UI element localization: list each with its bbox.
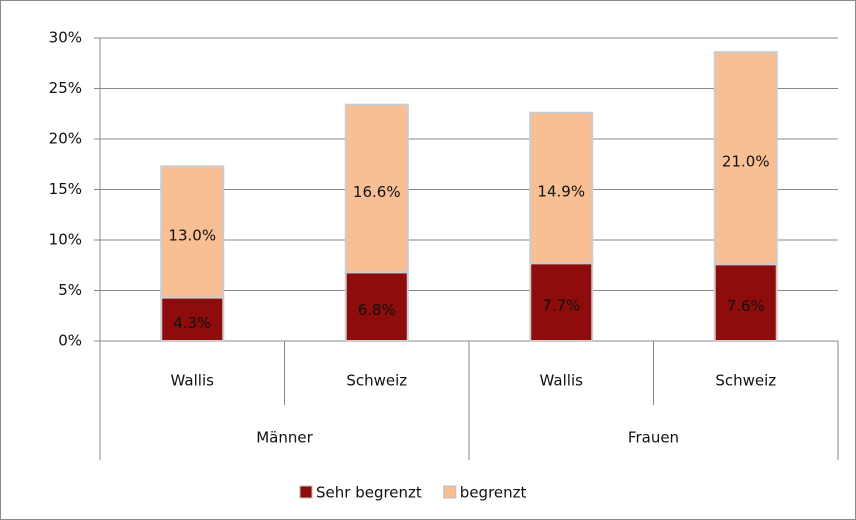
y-tick-label: 5% bbox=[58, 281, 82, 299]
x-tick-label: Wallis bbox=[171, 372, 215, 390]
bar-segment bbox=[160, 296, 225, 343]
legend-label: Sehr begrenzt bbox=[316, 484, 422, 502]
bar-segment bbox=[713, 51, 778, 266]
group-label: Frauen bbox=[628, 429, 679, 447]
value-label: 6.8% bbox=[358, 301, 396, 319]
bar-segment bbox=[160, 165, 225, 299]
legend-label: begrenzt bbox=[460, 484, 527, 502]
bar-segment bbox=[713, 263, 778, 342]
bar-segment bbox=[529, 111, 594, 265]
value-label: 7.6% bbox=[727, 297, 765, 315]
x-tick-label: Schweiz bbox=[346, 372, 407, 390]
y-tick-label: 25% bbox=[49, 79, 82, 97]
value-label: 13.0% bbox=[168, 226, 216, 244]
y-tick-label: 10% bbox=[49, 231, 82, 249]
y-tick-label: 15% bbox=[49, 180, 82, 198]
value-label: 14.9% bbox=[537, 182, 585, 200]
legend-swatch bbox=[299, 485, 313, 499]
value-label: 21.0% bbox=[722, 153, 770, 171]
y-tick-label: 0% bbox=[58, 332, 82, 350]
bar-segment bbox=[344, 103, 409, 274]
group-label: Männer bbox=[256, 429, 313, 447]
y-tick-label: 30% bbox=[49, 29, 82, 47]
y-tick-label: 20% bbox=[49, 130, 82, 148]
x-tick-label: Wallis bbox=[540, 372, 584, 390]
value-label: 16.6% bbox=[353, 183, 401, 201]
legend-swatch bbox=[443, 485, 457, 499]
value-label: 4.3% bbox=[173, 314, 211, 332]
x-tick-label: Schweiz bbox=[715, 372, 776, 390]
value-label: 7.7% bbox=[542, 297, 580, 315]
